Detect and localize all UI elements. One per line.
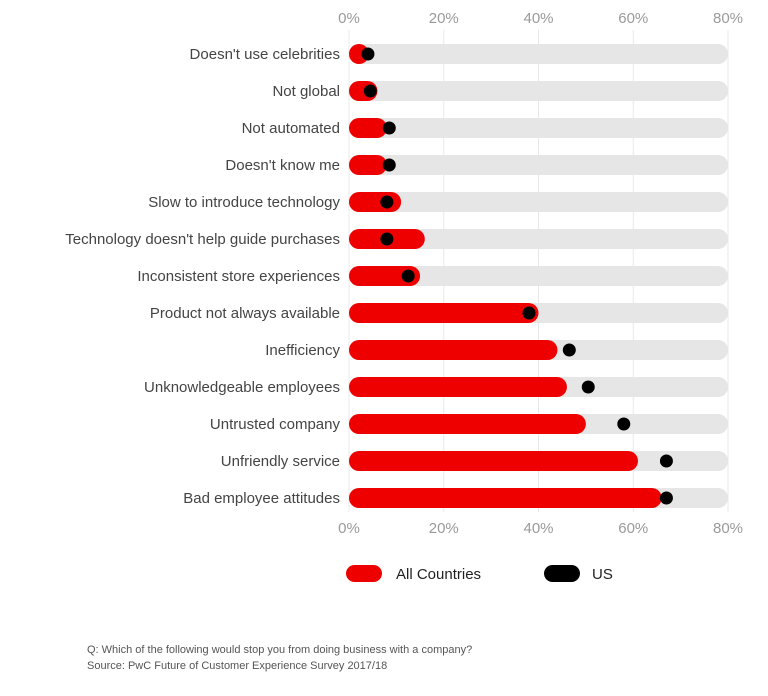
category-label: Doesn't know me — [225, 157, 340, 174]
legend: All Countries US — [346, 565, 613, 583]
dot-us — [363, 84, 377, 98]
bars: Doesn't use celebrities Not global Not aut… — [65, 44, 728, 508]
x-tick-top-4: 80% — [713, 10, 743, 27]
dot-us — [401, 269, 415, 283]
bar-row: Unknowledgeable employees — [144, 377, 728, 397]
x-tick-bottom-1: 20% — [429, 520, 459, 537]
category-label: Doesn't use celebrities — [190, 46, 340, 63]
dot-us — [380, 195, 394, 209]
dot-us — [581, 380, 595, 394]
dot-us — [617, 417, 631, 431]
x-tick-top-0: 0% — [338, 10, 360, 27]
legend-swatch-us — [544, 565, 580, 582]
category-label: Bad employee attitudes — [183, 490, 340, 507]
dot-us — [382, 121, 396, 135]
dot-us — [382, 158, 396, 172]
bar-row: Slow to introduce technology — [148, 192, 728, 212]
bar-all-countries — [349, 414, 586, 434]
bar-row: Technology doesn't help guide purchases — [65, 229, 728, 249]
footnote-source: Source: PwC Future of Customer Experienc… — [87, 660, 388, 672]
bar-all-countries — [349, 488, 662, 508]
bar-all-countries — [349, 155, 387, 175]
dot-us — [361, 47, 375, 61]
x-tick-bottom-0: 0% — [338, 520, 360, 537]
legend-label-us: US — [592, 566, 613, 583]
bar-all-countries — [349, 303, 539, 323]
bar-track — [349, 229, 728, 249]
x-tick-bottom-2: 40% — [523, 520, 553, 537]
bar-all-countries — [349, 266, 421, 286]
dot-us — [659, 454, 673, 468]
legend-label-all-countries: All Countries — [396, 566, 481, 583]
bar-all-countries — [349, 377, 567, 397]
bar-all-countries — [349, 451, 638, 471]
dot-us — [562, 343, 576, 357]
bar-all-countries — [349, 118, 387, 138]
x-tick-bottom-3: 60% — [618, 520, 648, 537]
bar-track — [349, 192, 728, 212]
category-label: Unknowledgeable employees — [144, 379, 340, 396]
bar-track — [349, 155, 728, 175]
category-label: Product not always available — [150, 305, 340, 322]
category-label: Technology doesn't help guide purchases — [65, 231, 340, 248]
bar-row: Doesn't use celebrities — [190, 44, 728, 64]
bar-row: Bad employee attitudes — [183, 488, 728, 508]
bar-track — [349, 118, 728, 138]
bar-row: Inefficiency — [265, 340, 728, 360]
bar-row: Not automated — [242, 118, 728, 138]
bar-all-countries — [349, 340, 558, 360]
x-tick-top-1: 20% — [429, 10, 459, 27]
bar-row: Unfriendly service — [221, 451, 728, 471]
dot-us — [522, 306, 536, 320]
dot-us — [659, 491, 673, 505]
category-label: Not automated — [242, 120, 340, 137]
bar-row: Doesn't know me — [225, 155, 728, 175]
x-tick-top-2: 40% — [523, 10, 553, 27]
category-label: Unfriendly service — [221, 453, 340, 470]
category-label: Inefficiency — [265, 342, 340, 359]
category-label: Not global — [272, 83, 340, 100]
bar-row: Not global — [272, 81, 728, 101]
bar-row: Inconsistent store experiences — [137, 266, 728, 286]
bar-row: Product not always available — [150, 303, 728, 323]
footnote-question: Q: Which of the following would stop you… — [87, 644, 473, 656]
x-axis-top: 0% 20% 40% 60% 80% — [338, 10, 743, 27]
x-axis-bottom: 0% 20% 40% 60% 80% — [338, 520, 743, 537]
bar-track — [349, 44, 728, 64]
category-label: Slow to introduce technology — [148, 194, 340, 211]
legend-swatch-all-countries — [346, 565, 382, 582]
bar-row: Untrusted company — [210, 414, 728, 434]
dot-us — [380, 232, 394, 246]
category-label: Inconsistent store experiences — [137, 268, 340, 285]
category-label: Untrusted company — [210, 416, 341, 433]
x-tick-top-3: 60% — [618, 10, 648, 27]
bar-track — [349, 81, 728, 101]
x-tick-bottom-4: 80% — [713, 520, 743, 537]
bar-track — [349, 266, 728, 286]
